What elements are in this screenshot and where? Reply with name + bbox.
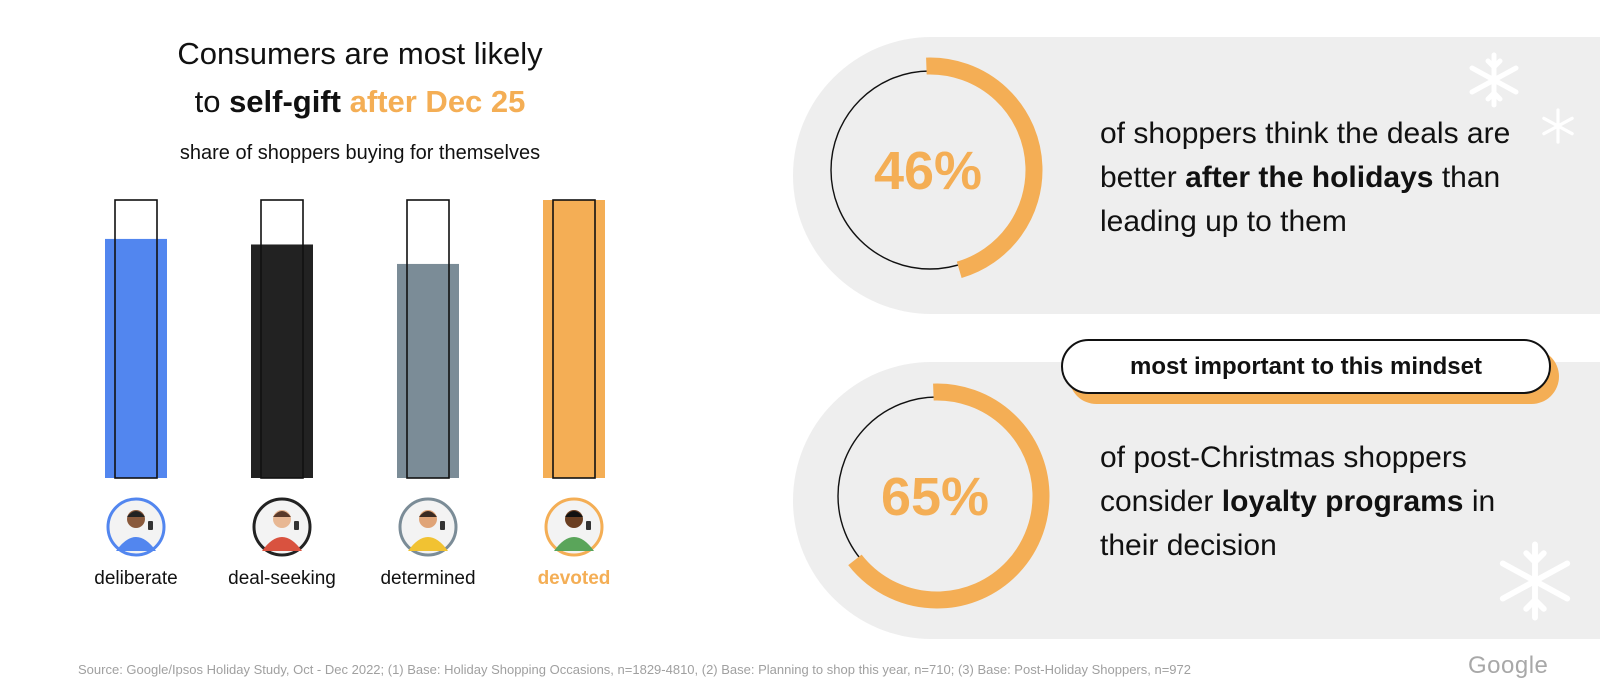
bar-outline [406, 199, 450, 479]
snowflake-icon [1469, 52, 1519, 108]
persona-avatar-icon [106, 497, 166, 557]
title-line-2: to self-gift after Dec 25 [110, 78, 610, 126]
stat-panel-top [793, 37, 1600, 314]
stat-ring-46: 46% [817, 57, 1043, 283]
title-bold: self-gift [229, 84, 341, 119]
title-line-1: Consumers are most likely [177, 36, 543, 71]
stat-value: 65% [881, 467, 989, 527]
source-note: Source: Google/Ipsos Holiday Study, Oct … [78, 662, 1191, 677]
bar-label-determined: determined [380, 568, 475, 589]
persona-avatar-icon [544, 497, 604, 557]
stat-text-post: in their decision [1100, 485, 1496, 562]
persona-avatar-icon [398, 497, 458, 557]
bar-chart: deliberate deal-seeking determined devoted [94, 199, 611, 589]
snowflake-icon [1499, 541, 1571, 621]
callout-pill: most important to this mindset [1061, 339, 1551, 394]
stat-text-post: than leading up to them [1100, 161, 1501, 238]
bar-outline [260, 199, 304, 479]
chart-subtitle: share of shoppers buying for themselves [179, 142, 541, 164]
persona-avatar-icon [252, 497, 312, 557]
stat-text-bold: after the holidays [1185, 161, 1434, 194]
google-logo: Google [1468, 652, 1549, 679]
stat-text-bold: loyalty programs [1221, 485, 1464, 518]
chart-title: Consumers are most likely to self-gift a… [110, 30, 610, 126]
title-accent: after Dec 25 [349, 84, 526, 119]
bar-outline [552, 199, 596, 479]
bar-label-deal-seeking: deal-seeking [228, 568, 336, 589]
snowflake-icon [1542, 108, 1574, 144]
bar-label-devoted: devoted [538, 568, 611, 589]
bar-label-deliberate: deliberate [94, 568, 177, 589]
stat-text-top: of shoppers think the deals are better a… [1100, 112, 1560, 244]
stat-text-pre: of shoppers think the deals are better [1100, 117, 1511, 194]
stat-ring-65: 65% [824, 383, 1050, 609]
title-to: to [194, 84, 221, 119]
bar-outline [114, 199, 158, 479]
stat-text-pre: of post-Christmas shoppers consider [1100, 441, 1467, 518]
stat-value: 46% [874, 141, 982, 201]
stat-text-bottom: of post-Christmas shoppers consider loya… [1100, 436, 1560, 568]
